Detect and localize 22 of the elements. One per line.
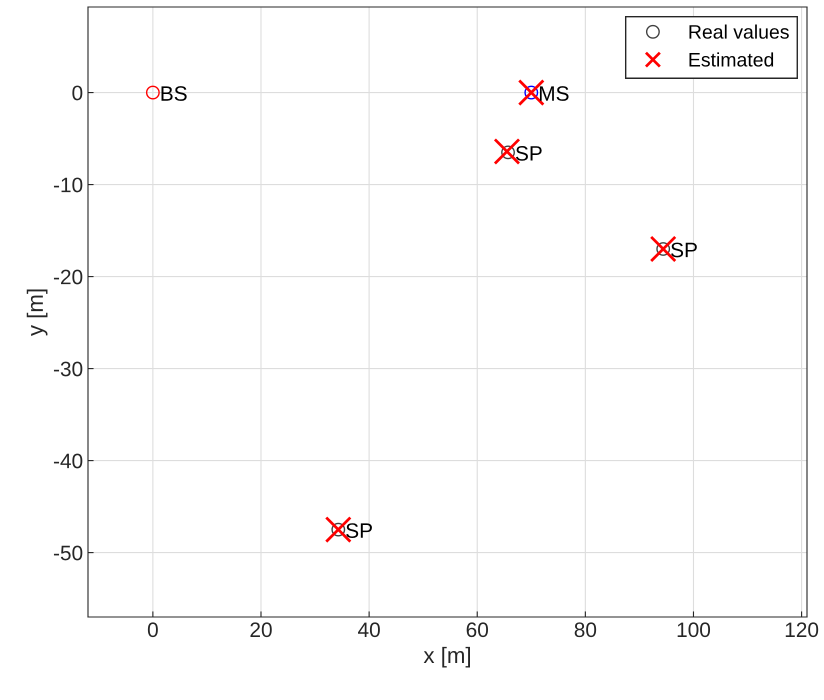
x-tick-label: 20 [250,622,272,638]
y-tick-label: -10 [54,178,82,192]
annotation: BS [162,86,187,101]
y-tick-label: -30 [54,362,82,376]
x-tick-label: 80 [574,622,596,638]
x-tick-label: 120 [786,622,818,638]
x-tick-label: 100 [678,622,710,638]
y-tick-label: 0 [72,86,82,100]
annotation: SP [516,146,542,161]
legend-label: Real values [690,24,789,39]
legend-label: Estimated [690,52,774,67]
y-tick-label: -40 [54,454,82,468]
y-axis-title: y [m] [26,290,48,336]
x-tick-label: 60 [466,622,488,638]
annotation: MS [540,86,569,101]
annotation: SP [346,523,372,538]
x-tick-label: 40 [358,622,380,638]
x-axis-title: x [m] [424,646,470,668]
annotation: SP [671,242,697,258]
y-tick-label: -50 [54,546,82,560]
x-tick-label: 0 [148,622,158,638]
y-tick-label: -20 [54,270,82,284]
